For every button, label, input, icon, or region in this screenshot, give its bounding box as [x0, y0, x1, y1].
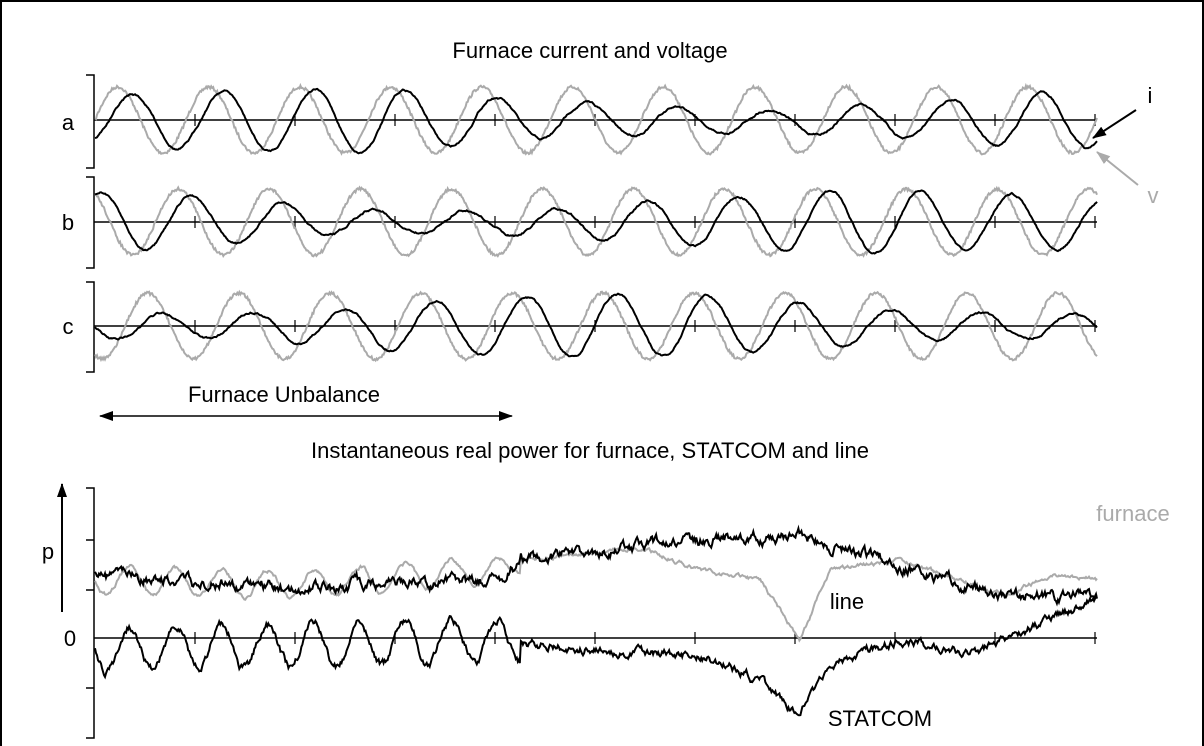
current-wave — [94, 292, 1098, 358]
furnace-power — [94, 546, 1098, 643]
line-label: line — [830, 589, 864, 614]
current-arrow — [1092, 109, 1137, 139]
power-axis-label: p — [42, 539, 54, 564]
line-power — [94, 524, 1098, 607]
phase-label: c — [63, 314, 74, 339]
phase-label: a — [62, 110, 75, 135]
statcom-power — [94, 595, 1098, 717]
zero-label: 0 — [64, 626, 76, 651]
waveforms — [86, 74, 1098, 739]
voltage-arrow — [1096, 151, 1139, 186]
current-wave — [94, 87, 1098, 155]
current-wave — [94, 189, 1098, 255]
current-label: i — [1148, 83, 1153, 108]
unbalance-label: Furnace Unbalance — [188, 382, 380, 407]
top-title: Furnace current and voltage — [452, 38, 727, 63]
axis — [86, 74, 1097, 169]
power-axis — [86, 487, 1097, 739]
phase-label: b — [62, 210, 74, 235]
bottom-title: Instantaneous real power for furnace, ST… — [311, 438, 869, 463]
statcom-label: STATCOM — [828, 706, 932, 731]
voltage-wave — [94, 82, 1098, 156]
voltage-label: v — [1148, 183, 1159, 208]
axis — [86, 281, 1097, 373]
voltage-wave — [94, 289, 1098, 363]
furnace-label: furnace — [1096, 501, 1169, 526]
voltage-wave — [94, 185, 1098, 259]
